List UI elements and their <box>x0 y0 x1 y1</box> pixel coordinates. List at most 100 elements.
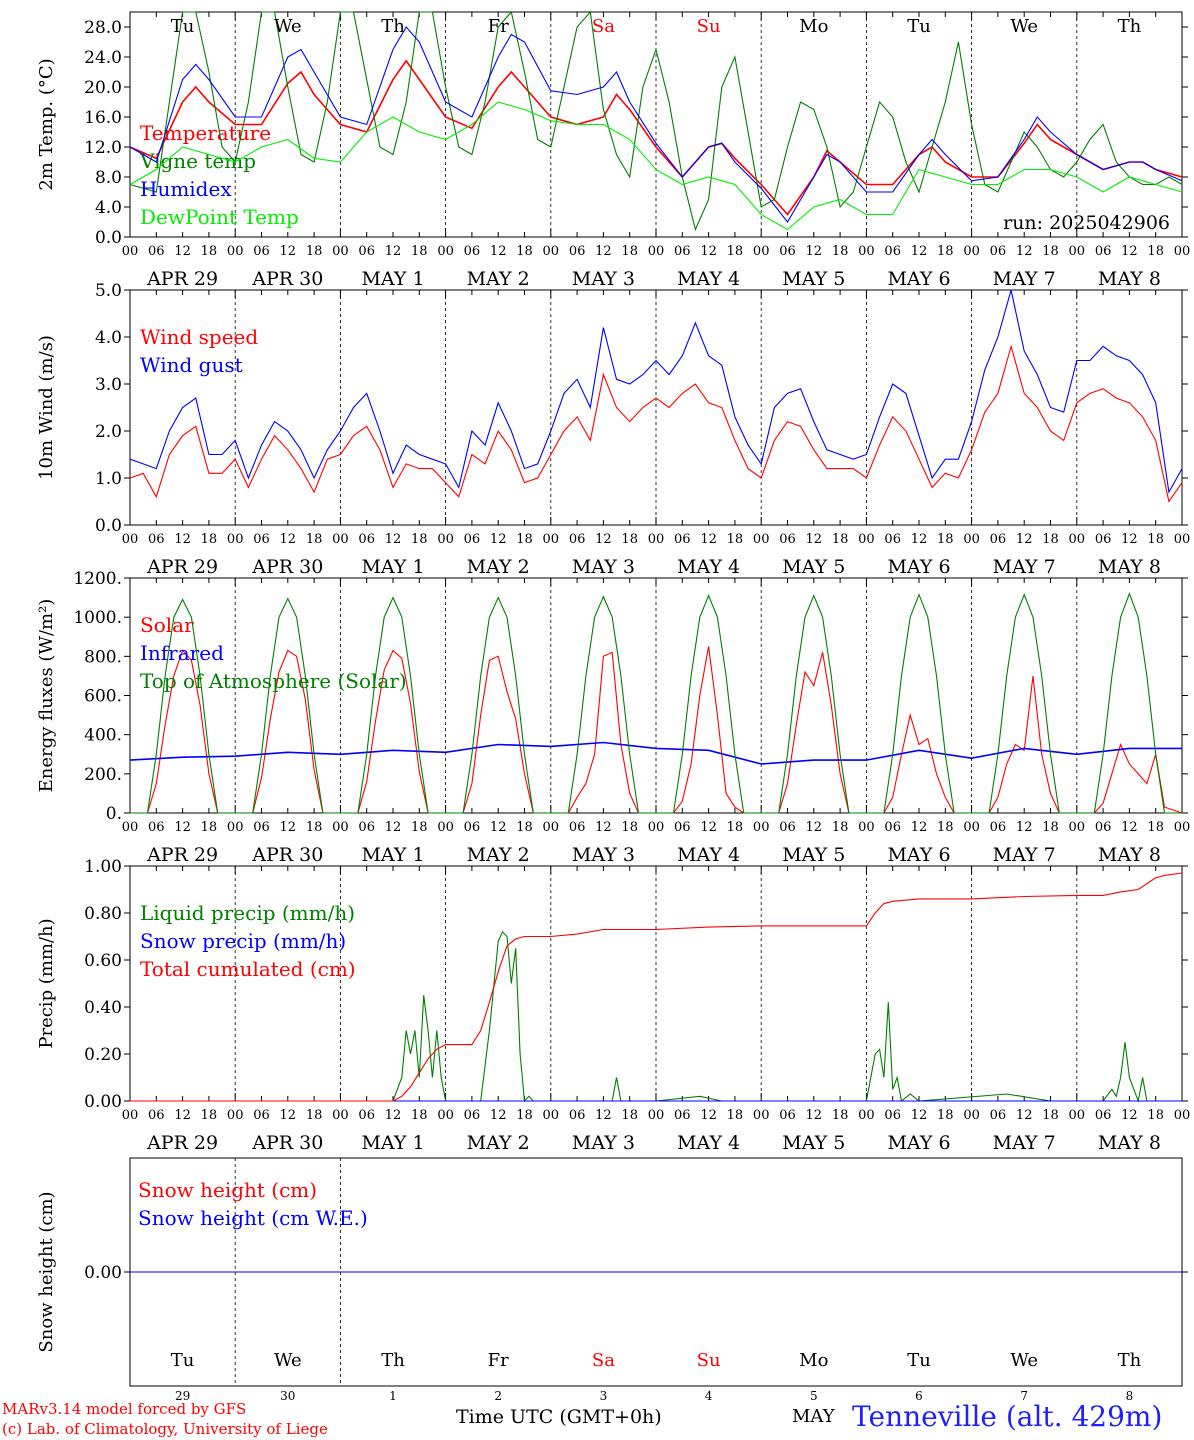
series-line-top-of-atmosphere-solar- <box>130 592 1182 814</box>
x-hour-label: 18 <box>621 820 638 835</box>
x-date-label: MAY 3 <box>572 268 635 290</box>
y-tick-label: 3.0 <box>95 375 122 395</box>
x-date-label: APR 29 <box>146 268 218 290</box>
x-date-label: MAY 3 <box>572 556 635 578</box>
x-hour-label: 00 <box>963 820 980 835</box>
x-hour-label: 18 <box>306 1108 323 1123</box>
day-number-label: 30 <box>280 1389 295 1403</box>
y-axis-label: 2m Temp. (°C) <box>36 58 57 190</box>
y-tick-label: 1000. <box>73 608 122 628</box>
x-hour-label: 06 <box>674 1108 691 1123</box>
x-date-label: MAY 3 <box>572 1132 635 1154</box>
x-hour-label: 00 <box>1174 820 1191 835</box>
x-hour-label: 18 <box>306 244 323 259</box>
x-hour-label: 12 <box>911 244 928 259</box>
x-hour-label: 06 <box>779 820 796 835</box>
x-date-label: APR 30 <box>251 844 323 866</box>
x-hour-label: 12 <box>174 820 191 835</box>
x-hour-label: 12 <box>806 532 823 547</box>
x-date-label: MAY 4 <box>677 556 740 578</box>
x-hour-label: 12 <box>490 1108 507 1123</box>
y-tick-label: 0.40 <box>84 998 122 1018</box>
x-date-label: MAY 5 <box>782 844 845 866</box>
legend-entry: Top of Atmosphere (Solar) <box>140 669 407 693</box>
x-hour-label: 00 <box>1174 244 1191 259</box>
x-hour-label: 00 <box>122 820 139 835</box>
x-hour-label: 12 <box>174 244 191 259</box>
x-hour-label: 06 <box>464 532 481 547</box>
x-hour-label: 18 <box>1042 820 1059 835</box>
x-hour-label: 12 <box>490 244 507 259</box>
day-name-label: We <box>1010 1350 1038 1371</box>
day-name-label: Tu <box>171 1350 195 1371</box>
y-tick-label: 600. <box>84 687 122 707</box>
x-hour-label: 12 <box>1016 532 1033 547</box>
x-date-label: MAY 8 <box>1098 1132 1161 1154</box>
x-hour-label: 12 <box>1016 1108 1033 1123</box>
top-day-name: Fr <box>488 16 509 37</box>
y-axis-label: Energy fluxes (W/m²) <box>36 599 57 793</box>
x-hour-label: 18 <box>621 1108 638 1123</box>
top-day-name: Sa <box>592 16 615 37</box>
x-hour-label: 18 <box>621 532 638 547</box>
x-hour-label: 06 <box>569 244 586 259</box>
x-hour-label: 18 <box>201 1108 218 1123</box>
x-hour-label: 00 <box>543 1108 560 1123</box>
x-hour-label: 12 <box>700 532 717 547</box>
x-hour-label: 00 <box>858 532 875 547</box>
x-hour-label: 00 <box>858 820 875 835</box>
day-name-label: Su <box>697 1350 721 1371</box>
snow-panel: 0.00 Snow height (cm) Tu 29 We 30 Th 1 Fr 2 Sa 3 Su 4… <box>36 1157 1188 1403</box>
x-hour-label: 12 <box>280 532 297 547</box>
x-hour-label: 18 <box>727 1108 744 1123</box>
x-hour-label: 12 <box>700 1108 717 1123</box>
y-tick-label: 12.0 <box>84 138 122 158</box>
x-hour-label: 12 <box>385 244 402 259</box>
day-number-label: 3 <box>600 1389 608 1403</box>
legend-entry: Humidex <box>140 177 232 201</box>
x-hour-label: 00 <box>1069 820 1086 835</box>
x-date-label: MAY 1 <box>361 268 424 290</box>
x-hour-label: 18 <box>201 532 218 547</box>
temperature-panel: 0.0 4.0 8.0 12.0 16.0 20.0 24.0 28.0 2m Temp. (°… <box>36 10 1191 290</box>
x-hour-label: 18 <box>306 532 323 547</box>
x-date-label: APR 29 <box>146 844 218 866</box>
x-hour-label: 12 <box>1121 1108 1138 1123</box>
x-hour-label: 12 <box>490 820 507 835</box>
series-line-total-cumulated-cm- <box>130 872 1183 1102</box>
x-hour-label: 00 <box>648 1108 665 1123</box>
x-hour-label: 18 <box>832 820 849 835</box>
x-hour-label: 18 <box>516 1108 533 1123</box>
x-date-label: MAY 4 <box>677 268 740 290</box>
x-hour-label: 18 <box>516 244 533 259</box>
x-date-label: MAY 5 <box>782 1132 845 1154</box>
x-hour-label: 18 <box>411 820 428 835</box>
x-date-label: APR 30 <box>251 268 323 290</box>
time-axis-label: Time UTC (GMT+0h) <box>456 1406 662 1428</box>
x-hour-label: 12 <box>595 820 612 835</box>
x-hour-label: 18 <box>1147 532 1164 547</box>
x-hour-label: 00 <box>753 244 770 259</box>
x-hour-label: 00 <box>543 244 560 259</box>
x-hour-label: 06 <box>569 1108 586 1123</box>
x-date-label: MAY 8 <box>1098 844 1161 866</box>
legend-entry: Temperature <box>140 121 271 145</box>
y-tick-label: 0. <box>106 804 122 824</box>
series-line-wind-gust <box>129 289 1183 494</box>
x-hour-label: 06 <box>253 532 270 547</box>
day-number-label: 4 <box>705 1389 713 1403</box>
x-hour-label: 18 <box>832 1108 849 1123</box>
x-date-label: MAY 7 <box>993 268 1056 290</box>
x-hour-label: 06 <box>1095 820 1112 835</box>
x-date-label: MAY 4 <box>677 844 740 866</box>
legend-entry: Liquid precip (mm/h) <box>140 901 355 925</box>
x-hour-label: 06 <box>884 1108 901 1123</box>
y-tick-label: 200. <box>84 765 122 785</box>
top-day-name: Tu <box>171 16 195 37</box>
x-hour-label: 18 <box>832 244 849 259</box>
x-hour-label: 06 <box>464 820 481 835</box>
x-hour-label: 18 <box>306 820 323 835</box>
x-hour-label: 18 <box>516 532 533 547</box>
x-hour-label: 18 <box>201 244 218 259</box>
x-hour-label: 12 <box>174 532 191 547</box>
